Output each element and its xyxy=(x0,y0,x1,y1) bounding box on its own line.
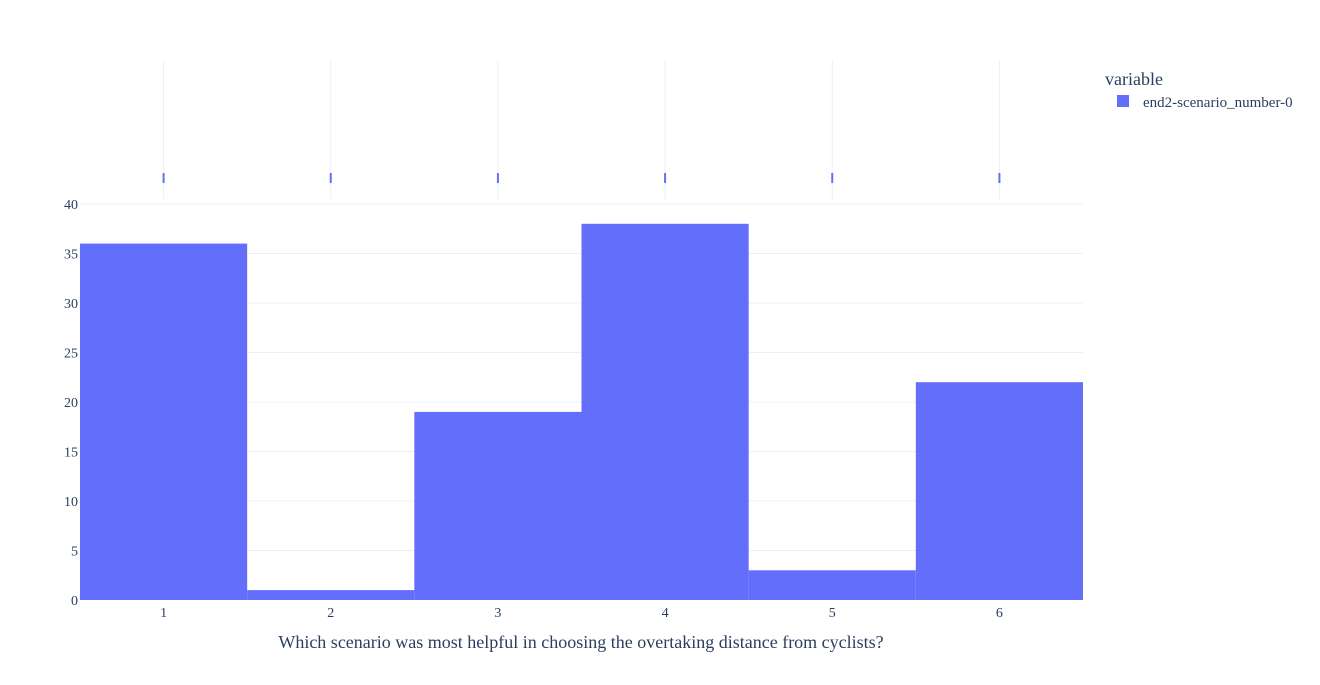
legend-swatch-icon[interactable] xyxy=(1117,95,1129,107)
y-tick-label: 35 xyxy=(64,248,78,263)
x-tick-label: 1 xyxy=(160,606,167,621)
bars xyxy=(80,223,1083,601)
y-axis: 0 5 10 15 20 25 30 35 40 xyxy=(64,198,78,609)
y-tick-label: 10 xyxy=(64,495,78,510)
y-tick-label: 40 xyxy=(64,198,78,213)
rug-plot xyxy=(162,60,1001,199)
x-tick-label: 5 xyxy=(829,606,836,621)
x-tick-label: 6 xyxy=(996,606,1003,621)
legend-item-label[interactable]: end2-scenario_number-0 xyxy=(1143,95,1293,111)
bar-3 xyxy=(414,411,582,600)
y-tick-label: 15 xyxy=(64,446,78,461)
bar-2 xyxy=(247,590,415,600)
bar-4 xyxy=(581,223,749,601)
x-axis-title: Which scenario was most helpful in choos… xyxy=(278,632,883,652)
bar-1 xyxy=(80,243,248,600)
y-tick-label: 30 xyxy=(64,297,78,312)
y-tick-label: 20 xyxy=(64,396,78,411)
legend-title: variable xyxy=(1105,69,1163,89)
y-tick-label: 5 xyxy=(71,545,78,560)
x-axis: 1 2 3 4 5 6 xyxy=(160,606,1003,621)
bar-6 xyxy=(915,382,1083,600)
y-tick-label: 25 xyxy=(64,347,78,362)
y-tick-label: 0 xyxy=(71,594,78,609)
bar-5 xyxy=(748,570,916,600)
legend[interactable]: variable end2-scenario_number-0 xyxy=(1105,69,1293,111)
x-tick-label: 3 xyxy=(494,606,501,621)
x-tick-label: 4 xyxy=(662,606,669,621)
x-tick-label: 2 xyxy=(327,606,334,621)
